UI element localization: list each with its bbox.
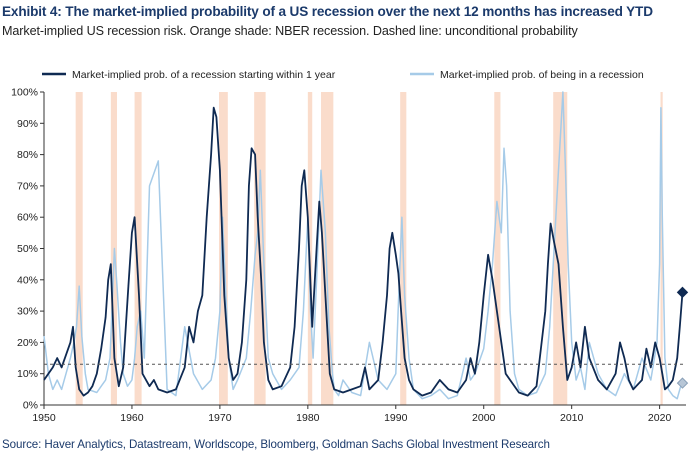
y-tick-label: 0% — [23, 400, 38, 412]
recession-band-2 — [134, 92, 142, 405]
recession-band-5 — [307, 92, 313, 405]
axes: 0% 10% 20% 30% 40% 50% 60% 70% 80% 90% 100% 1950 196… — [11, 87, 686, 424]
x-tick-label: 2020 — [648, 412, 672, 424]
legend: Market-implied prob. of a recession star… — [42, 69, 644, 81]
endpoint-marker-1 — [676, 286, 689, 299]
chart-subtitle: Market-implied US recession risk. Orange… — [2, 24, 578, 38]
recession-shading — [75, 92, 663, 405]
y-tick-label: 50% — [17, 243, 38, 255]
recession-band-10 — [660, 92, 663, 405]
x-tick-label: 2000 — [472, 412, 496, 424]
y-tick-label: 100% — [11, 87, 38, 99]
y-tick-label: 80% — [17, 149, 38, 161]
y-tick-label: 70% — [17, 180, 38, 192]
y-tick-label: 10% — [17, 368, 38, 380]
y-tick-label: 40% — [17, 274, 38, 286]
series-lines — [43, 91, 689, 400]
recession-band-0 — [75, 92, 83, 405]
x-tick-label: 1980 — [296, 412, 320, 424]
x-tick-label: 1970 — [208, 412, 232, 424]
y-tick-label: 20% — [17, 337, 38, 349]
x-tick-label: 1990 — [384, 412, 408, 424]
legend-label-series-1: Market-implied prob. of a recession star… — [72, 69, 336, 81]
x-tick-label: 2010 — [560, 412, 584, 424]
y-tick-label: 90% — [17, 118, 38, 130]
legend-label-series-2: Market-implied prob. of being in a reces… — [440, 69, 644, 81]
recession-band-6 — [321, 92, 334, 405]
y-tick-label: 60% — [17, 212, 38, 224]
recession-band-8 — [494, 92, 501, 405]
x-tick-label: 1950 — [32, 412, 56, 424]
x-tick-label: 1960 — [120, 412, 144, 424]
series-line-1 — [43, 106, 684, 397]
source-note: Source: Haver Analytics, Datastream, Wor… — [2, 438, 550, 451]
endpoint-marker-2 — [676, 377, 689, 389]
y-tick-label: 30% — [17, 306, 38, 318]
chart-title: Exhibit 4: The market-implied probabilit… — [2, 4, 653, 19]
